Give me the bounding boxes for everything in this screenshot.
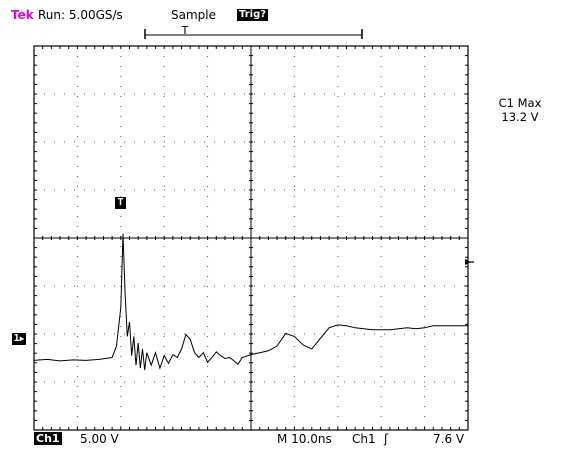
measurement-readout: C1 Max 13.2 V (488, 96, 552, 124)
trigger-source-label: Ch1 (352, 432, 376, 446)
trigger-position-bracket: T (144, 24, 363, 39)
trigger-level-label: 7.6 V (433, 432, 465, 446)
volts-per-div-label: 5.00 V (80, 432, 119, 446)
brand-label: Tek (11, 8, 34, 22)
right-arrow-icon: ▶ (19, 334, 25, 343)
ch1-ground-marker-label: 1 (13, 333, 20, 344)
bottom-status-bar: Ch1 5.00 V M 10.0ns Ch1 ʃ 7.6 V (0, 431, 561, 447)
trigger-level-marker (465, 259, 474, 265)
trigger-point-marker: T (115, 197, 126, 209)
measurement-label: C1 Max (498, 96, 542, 110)
graticule (33, 45, 469, 431)
trigger-position-label: T (181, 24, 189, 37)
channel-badge: Ch1 (34, 432, 62, 445)
timebase-label: M 10.0ns (277, 432, 332, 446)
trigger-state-badge: Trig? (237, 9, 269, 21)
run-state-label: Run: 5.00GS/s (38, 8, 123, 22)
ch1-ground-marker: 1▶ (12, 333, 26, 345)
measurement-value: 13.2 V (501, 110, 539, 124)
ch1-waveform-trace (33, 233, 468, 371)
acquisition-mode-label: Sample (171, 8, 216, 22)
trigger-slope-icon: ʃ (384, 432, 389, 446)
